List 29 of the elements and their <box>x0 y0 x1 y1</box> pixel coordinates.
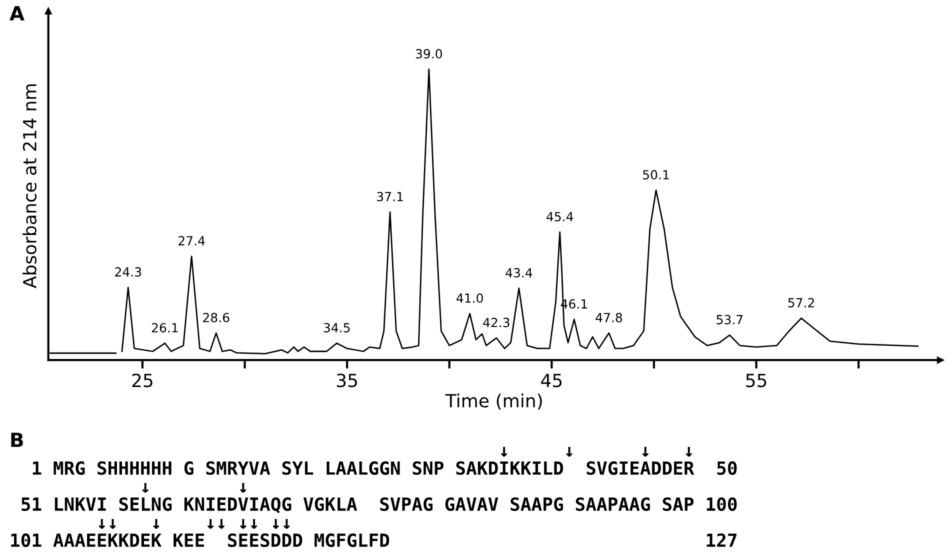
annotation: 27.4 <box>178 236 205 246</box>
text: ↓↓ ↓ ↓↓ ↓↓ ↓↓ <box>98 519 290 529</box>
x-tick-label: 55 <box>746 374 766 388</box>
annotation: 53.7 <box>716 314 743 324</box>
text: 51 LNKVI SELNG KNIEDVIAQG VGKLA SVPAG GAVAV SAAPG SAAPAAG SAP 100 <box>22 497 737 514</box>
y-axis-title: Absorbance at 214 nm <box>22 84 37 288</box>
annotation: 28.6 <box>203 312 230 322</box>
text: 101 AAAEEKKDEK KEE SEESDDD MGFGLFD 127 <box>11 533 736 548</box>
annotation: 57.2 <box>788 298 814 308</box>
chart-title: A <box>10 6 24 20</box>
x-tick-label: 45 <box>541 374 562 388</box>
text: ↓ ↓ ↓ ↓ <box>500 446 692 457</box>
annotation: 50.1 <box>643 170 669 180</box>
annotation: 45.4 <box>546 212 574 222</box>
annotation: 42.3 <box>483 318 510 328</box>
annotation: 47.8 <box>596 312 622 322</box>
x-tick-label: 25 <box>132 374 152 388</box>
annotation: 26.1 <box>152 323 178 332</box>
x-axis-title: Time (min) <box>445 394 542 410</box>
annotation: 34.5 <box>324 323 350 332</box>
annotation: 39.0 <box>416 49 442 58</box>
annotation: 24.3 <box>115 267 142 277</box>
text: ↓ ↓ <box>142 482 246 493</box>
text: B <box>11 432 23 447</box>
annotation: 43.4 <box>506 268 532 278</box>
text: 1 MRG SHHHHHH G SMRYVA SYL LAALGGN SNP SAKDIKKILD SVGIEADDER 50 <box>32 461 737 475</box>
annotation: 41.0 <box>456 293 483 303</box>
x-tick-label: 35 <box>336 374 357 388</box>
annotation: 37.1 <box>377 192 403 202</box>
